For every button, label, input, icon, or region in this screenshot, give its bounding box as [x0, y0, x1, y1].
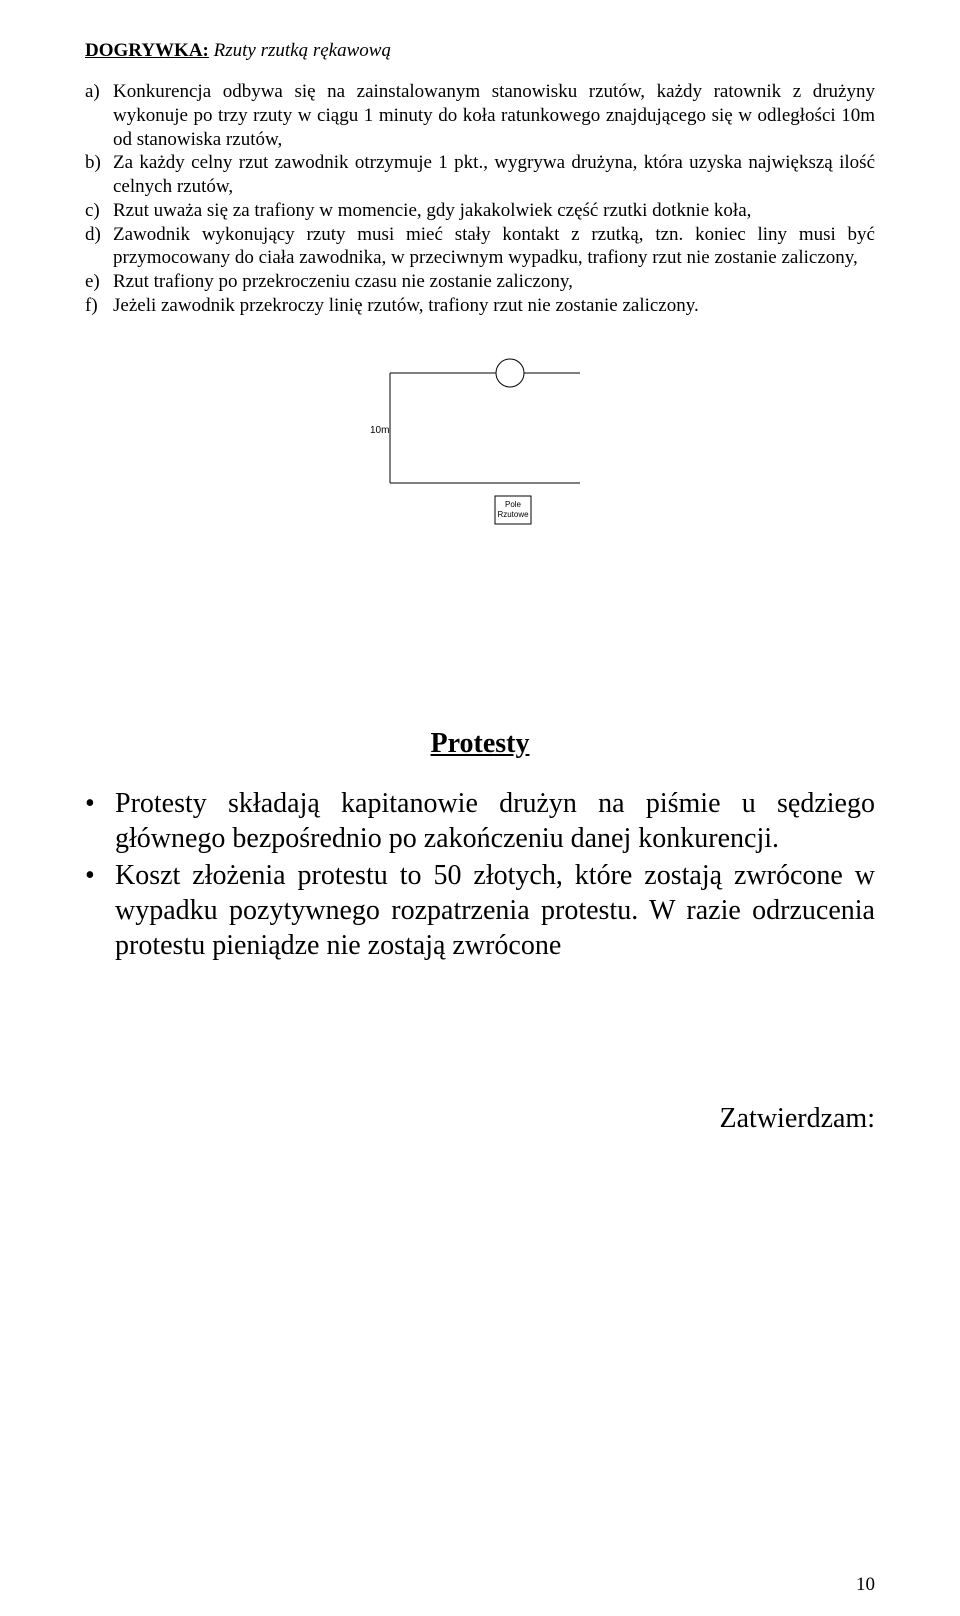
- list-marker: a): [85, 80, 113, 151]
- list-text: Rzut trafiony po przekroczeniu czasu nie…: [113, 270, 875, 294]
- title-rest: Rzuty rzutką rękawową: [214, 40, 391, 61]
- page-number: 10: [856, 1574, 875, 1596]
- svg-text:Rzutowe: Rzutowe: [497, 510, 529, 519]
- list-item: c) Rzut uważa się za trafiony w momencie…: [85, 199, 875, 223]
- bullet-text: Koszt złożenia protestu to 50 złotych, k…: [115, 858, 875, 963]
- list-marker: d): [85, 223, 113, 271]
- bullet-list: • Protesty składają kapitanowie drużyn n…: [85, 786, 875, 963]
- list-text: Zawodnik wykonujący rzuty musi mieć stał…: [113, 223, 875, 271]
- signature-label: Zatwierdzam:: [85, 1103, 875, 1135]
- svg-text:10m: 10m: [370, 425, 389, 436]
- list-text: Rzut uważa się za trafiony w momencie, g…: [113, 199, 875, 223]
- title-lead: DOGRYWKA:: [85, 40, 209, 61]
- bullet-item: • Protesty składają kapitanowie drużyn n…: [85, 786, 875, 856]
- list-item: e) Rzut trafiony po przekroczeniu czasu …: [85, 270, 875, 294]
- bullet-item: • Koszt złożenia protestu to 50 złotych,…: [85, 858, 875, 963]
- svg-text:Pole: Pole: [505, 500, 522, 509]
- list-marker: e): [85, 270, 113, 294]
- list-marker: f): [85, 294, 113, 318]
- list-text: Za każdy celny rzut zawodnik otrzymuje 1…: [113, 151, 875, 199]
- list-item: f) Jeżeli zawodnik przekroczy linię rzut…: [85, 294, 875, 318]
- list-marker: c): [85, 199, 113, 223]
- bullet-marker-icon: •: [85, 786, 115, 856]
- lettered-list: a) Konkurencja odbywa się na zainstalowa…: [85, 80, 875, 318]
- list-item: d) Zawodnik wykonujący rzuty musi mieć s…: [85, 223, 875, 271]
- throw-diagram: 10m PoleRzutowe: [370, 348, 590, 548]
- list-item: a) Konkurencja odbywa się na zainstalowa…: [85, 80, 875, 151]
- bullet-marker-icon: •: [85, 858, 115, 963]
- diagram-container: 10m PoleRzutowe: [85, 348, 875, 548]
- list-item: b) Za każdy celny rzut zawodnik otrzymuj…: [85, 151, 875, 199]
- bullet-text: Protesty składają kapitanowie drużyn na …: [115, 786, 875, 856]
- list-marker: b): [85, 151, 113, 199]
- list-text: Jeżeli zawodnik przekroczy linię rzutów,…: [113, 294, 875, 318]
- section-heading: Protesty: [85, 728, 875, 760]
- page-title: DOGRYWKA: Rzuty rzutką rękawową: [85, 40, 875, 62]
- list-text: Konkurencja odbywa się na zainstalowanym…: [113, 80, 875, 151]
